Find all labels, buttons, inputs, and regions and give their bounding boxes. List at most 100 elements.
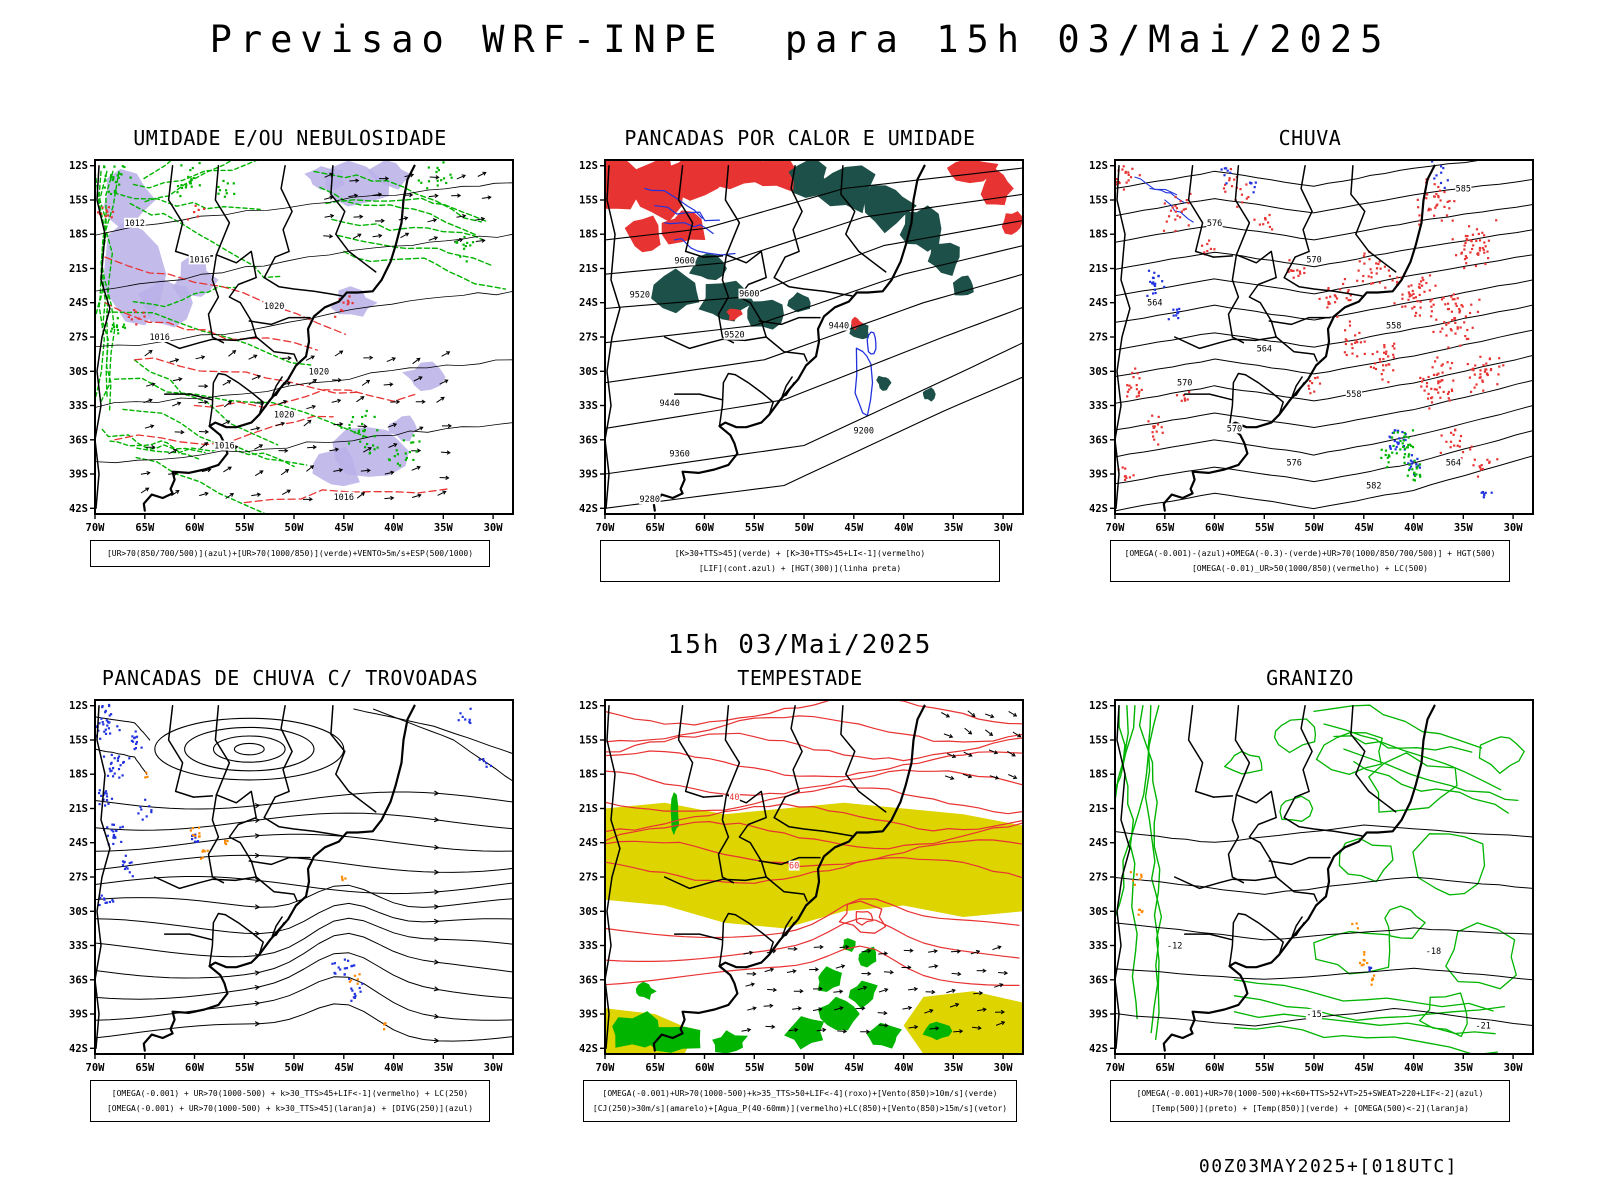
svg-text:30S: 30S — [1089, 366, 1108, 378]
svg-text:27S: 27S — [69, 332, 88, 344]
svg-text:45W: 45W — [334, 522, 354, 534]
svg-text:35W: 35W — [944, 1062, 964, 1074]
svg-text:65W: 65W — [1155, 522, 1175, 534]
svg-text:39S: 39S — [1089, 1009, 1108, 1021]
svg-text:9600: 9600 — [674, 256, 694, 266]
svg-text:70W: 70W — [86, 522, 106, 534]
caption-box-pancadas-calor: [K>30+TTS>45](verde) + [K>30+TTS>45+LI<-… — [600, 540, 1000, 583]
caption-line: [CJ(250)>30m/s](amarelo)+[Agua_P(40-60mm… — [592, 1104, 1008, 1114]
svg-text:55W: 55W — [1255, 522, 1275, 534]
svg-text:65W: 65W — [135, 522, 155, 534]
panel-title-tempestade: TEMPESTADE — [737, 666, 863, 690]
svg-text:55W: 55W — [235, 1062, 255, 1074]
svg-text:15S: 15S — [1089, 195, 1108, 207]
svg-text:36S: 36S — [579, 434, 598, 446]
svg-text:12S: 12S — [579, 700, 598, 712]
svg-text:42S: 42S — [1089, 1043, 1108, 1055]
svg-text:558: 558 — [1346, 390, 1361, 400]
svg-text:50W: 50W — [1305, 522, 1325, 534]
svg-text:42S: 42S — [69, 503, 88, 515]
svg-text:50W: 50W — [285, 1062, 305, 1074]
svg-text:70W: 70W — [86, 1062, 106, 1074]
svg-text:45W: 45W — [1354, 1062, 1374, 1074]
panel-tempestade: TEMPESTADE 12S 15S 18S 21S 24S 27S 30S 33S 36S 39… — [561, 666, 1039, 1123]
svg-text:1016: 1016 — [189, 255, 209, 265]
caption-box-chuva: [OMEGA(-0.001)-(azul)+OMEGA(-0.3)-(verde… — [1110, 540, 1510, 583]
svg-text:60W: 60W — [695, 1062, 715, 1074]
map-umidade: 12S 15S 18S 21S 24S 27S 30S 33S 36S 39S 42S 70W 65W 6… — [69, 159, 514, 534]
svg-text:60W: 60W — [185, 522, 205, 534]
svg-text:9280: 9280 — [640, 495, 660, 505]
svg-text:12S: 12S — [579, 160, 598, 172]
panel-title-trovoadas: PANCADAS DE CHUVA C/ TROVOADAS — [101, 666, 479, 690]
svg-text:30W: 30W — [484, 522, 504, 534]
svg-text:30S: 30S — [69, 906, 88, 918]
svg-text:27S: 27S — [1089, 332, 1108, 344]
svg-text:-15: -15 — [1306, 1010, 1321, 1020]
svg-text:33S: 33S — [69, 940, 88, 952]
svg-text:-18: -18 — [1426, 947, 1441, 957]
svg-text:55W: 55W — [745, 1062, 765, 1074]
svg-text:35W: 35W — [1454, 1062, 1474, 1074]
svg-text:35W: 35W — [1454, 522, 1474, 534]
svg-text:65W: 65W — [645, 1062, 665, 1074]
svg-text:60W: 60W — [185, 1062, 205, 1074]
svg-text:30W: 30W — [1504, 522, 1524, 534]
map-tempestade: 12S 15S 18S 21S 24S 27S 30S 33S 36S 39S 42S 70W 65W 6… — [579, 699, 1024, 1074]
svg-text:1012: 1012 — [125, 219, 145, 229]
svg-text:60: 60 — [789, 862, 799, 872]
panel-granizo: GRANIZO 12S 15S 18S 21S 24S 27S 30S 33S 36S 39S 42… — [1071, 666, 1549, 1123]
svg-text:33S: 33S — [1089, 940, 1108, 952]
svg-text:39S: 39S — [1089, 469, 1108, 481]
svg-text:33S: 33S — [1089, 400, 1108, 412]
svg-text:30W: 30W — [994, 522, 1014, 534]
svg-text:12S: 12S — [1089, 700, 1108, 712]
svg-text:36S: 36S — [1089, 974, 1108, 986]
caption-line: [OMEGA(-0.001) + UR>70(1000-500) + k>30_… — [111, 1089, 469, 1098]
caption-line: [OMEGA(-0.001)-(azul)+OMEGA(-0.3)-(verde… — [1124, 549, 1496, 558]
svg-text:40W: 40W — [1404, 522, 1424, 534]
svg-text:18S: 18S — [69, 769, 88, 781]
svg-text:30S: 30S — [69, 366, 88, 378]
svg-text:60W: 60W — [1205, 522, 1225, 534]
svg-text:24S: 24S — [69, 297, 88, 309]
panel-chuva: CHUVA 12S 15S 18S 21S 24S 27S 30S 33S 36S 39S 42S 7… — [1071, 126, 1549, 583]
svg-text:570: 570 — [1177, 379, 1192, 389]
svg-text:570: 570 — [1227, 424, 1242, 434]
svg-text:-21: -21 — [1476, 1021, 1491, 1031]
svg-text:42S: 42S — [69, 1043, 88, 1055]
svg-text:30S: 30S — [579, 906, 598, 918]
map-granizo: 12S 15S 18S 21S 24S 27S 30S 33S 36S 39S 42S 70W 65W 6… — [1089, 699, 1534, 1074]
svg-text:30W: 30W — [484, 1062, 504, 1074]
svg-text:18S: 18S — [579, 769, 598, 781]
svg-text:564: 564 — [1257, 344, 1272, 354]
svg-text:21S: 21S — [579, 263, 598, 275]
svg-text:70W: 70W — [596, 522, 616, 534]
caption-line: [UR>70(850/700/500)](azul)+[UR>70(1000/8… — [106, 549, 474, 558]
svg-text:36S: 36S — [69, 974, 88, 986]
svg-text:9520: 9520 — [724, 331, 744, 341]
svg-text:35W: 35W — [434, 522, 454, 534]
svg-text:50W: 50W — [795, 1062, 815, 1074]
svg-text:558: 558 — [1386, 322, 1401, 332]
svg-text:27S: 27S — [579, 332, 598, 344]
svg-text:18S: 18S — [1089, 769, 1108, 781]
svg-text:70W: 70W — [1106, 522, 1126, 534]
caption-line: [LIF](cont.azul) + [HGT(300)](linha pret… — [698, 564, 902, 574]
svg-text:21S: 21S — [1089, 803, 1108, 815]
panel-row-bottom: PANCADAS DE CHUVA C/ TROVOADAS 12S 15S 18S… — [0, 666, 1600, 1123]
svg-text:27S: 27S — [69, 872, 88, 884]
svg-text:18S: 18S — [579, 229, 598, 241]
svg-text:576: 576 — [1207, 219, 1222, 229]
map-chuva: 12S 15S 18S 21S 24S 27S 30S 33S 36S 39S 42S 70W 65W 6… — [1089, 159, 1534, 534]
svg-text:65W: 65W — [1155, 1062, 1175, 1074]
panel-row-top: UMIDADE E/OU NEBULOSIDADE 12S 15S 18S 21S 24… — [0, 126, 1600, 583]
svg-text:15S: 15S — [579, 735, 598, 747]
svg-text:55W: 55W — [745, 522, 765, 534]
svg-text:30S: 30S — [579, 366, 598, 378]
svg-text:12S: 12S — [1089, 160, 1108, 172]
svg-text:36S: 36S — [69, 434, 88, 446]
svg-text:582: 582 — [1366, 481, 1381, 491]
svg-text:585: 585 — [1456, 185, 1471, 195]
